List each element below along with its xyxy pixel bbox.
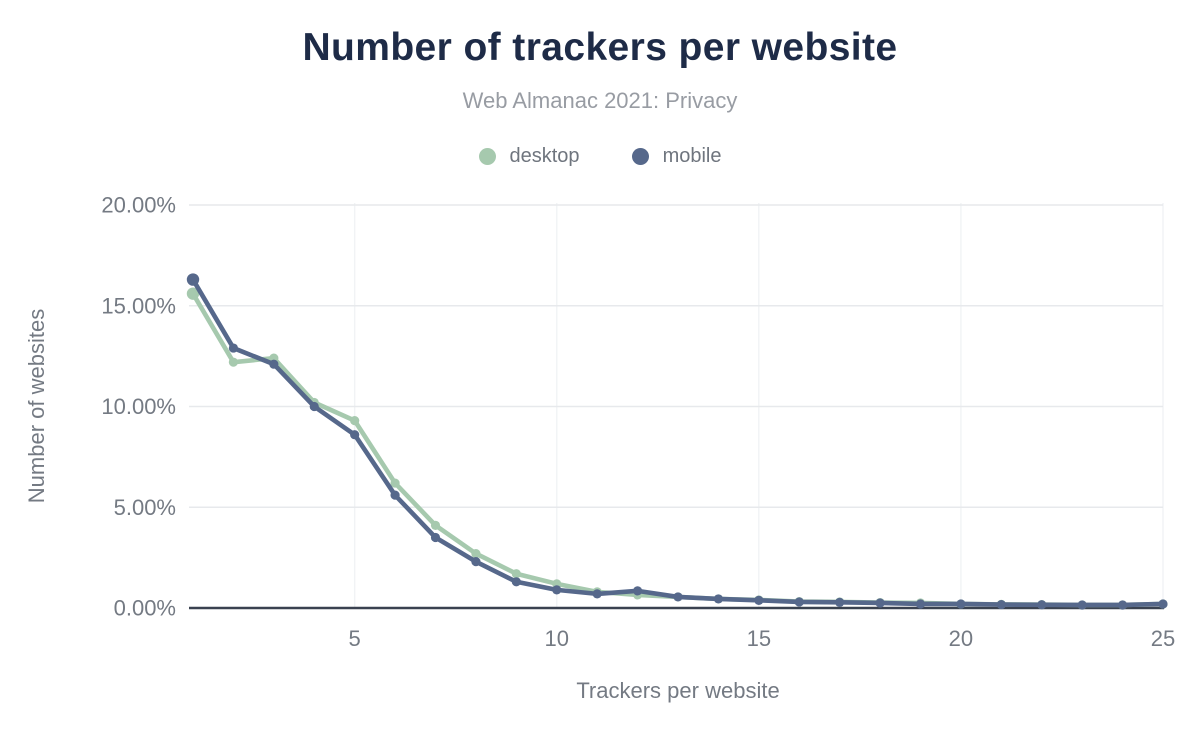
x-tick-label-25: 25 bbox=[1151, 626, 1175, 651]
mobile-point-11[interactable] bbox=[592, 589, 602, 599]
mobile-point-5[interactable] bbox=[350, 430, 360, 440]
mobile-point-10[interactable] bbox=[552, 585, 562, 595]
desktop-point-2[interactable] bbox=[228, 357, 239, 367]
mobile-point-23[interactable] bbox=[1077, 600, 1087, 610]
desktop-point-7[interactable] bbox=[430, 520, 441, 530]
legend: desktop mobile bbox=[0, 145, 1200, 168]
y-tick-label-10.00%: 10.00% bbox=[101, 394, 176, 419]
desktop-point-9[interactable] bbox=[511, 569, 521, 579]
mobile-point-22[interactable] bbox=[1037, 600, 1047, 610]
desktop-point-1[interactable] bbox=[186, 287, 200, 300]
y-tick-label-0.00%: 0.00% bbox=[114, 596, 176, 621]
mobile-point-9[interactable] bbox=[511, 577, 521, 587]
mobile-point-14[interactable] bbox=[713, 594, 724, 604]
chart-title: Number of trackers per website bbox=[302, 26, 898, 69]
mobile-point-12[interactable] bbox=[632, 586, 643, 596]
mobile-point-21[interactable] bbox=[996, 599, 1006, 610]
mobile-point-24[interactable] bbox=[1117, 600, 1128, 610]
legend-label-desktop: desktop bbox=[509, 145, 580, 167]
mobile-point-25[interactable] bbox=[1158, 599, 1168, 609]
mobile-series-dot bbox=[631, 148, 649, 165]
x-tick-label-20: 20 bbox=[949, 626, 973, 651]
mobile-point-20[interactable] bbox=[956, 599, 966, 609]
legend-item-desktop[interactable]: desktop bbox=[478, 145, 580, 168]
mobile-point-18[interactable] bbox=[875, 598, 885, 608]
mobile-point-6[interactable] bbox=[390, 490, 400, 500]
desktop-series-dot bbox=[478, 148, 496, 165]
mobile-point-7[interactable] bbox=[430, 532, 441, 543]
mobile-point-8[interactable] bbox=[471, 557, 481, 567]
legend-item-mobile[interactable]: mobile bbox=[631, 145, 722, 168]
desktop-line bbox=[190, 291, 1166, 608]
x-tick-label-5: 5 bbox=[349, 626, 361, 651]
mobile-point-17[interactable] bbox=[835, 597, 845, 607]
mobile-point-1[interactable] bbox=[186, 273, 200, 286]
mobile-point-3[interactable] bbox=[269, 359, 279, 369]
chart-subtitle: Web Almanac 2021: Privacy bbox=[462, 88, 738, 113]
desktop-point-5[interactable] bbox=[350, 416, 360, 426]
x-axis-title: Trackers per website bbox=[576, 678, 779, 703]
mobile-point-15[interactable] bbox=[754, 595, 764, 605]
mobile-point-13[interactable] bbox=[673, 592, 683, 602]
mobile-point-16[interactable] bbox=[794, 597, 804, 607]
mobile-point-2[interactable] bbox=[228, 343, 239, 353]
mobile-line bbox=[190, 277, 1166, 608]
y-tick-label-15.00%: 15.00% bbox=[101, 293, 176, 318]
desktop-point-6[interactable] bbox=[390, 478, 400, 488]
x-tick-label-10: 10 bbox=[545, 626, 569, 651]
y-tick-label-5.00%: 5.00% bbox=[114, 495, 176, 520]
mobile-point-19[interactable] bbox=[915, 599, 926, 609]
y-axis-title: Number of websites bbox=[24, 309, 49, 503]
x-tick-label-15: 15 bbox=[747, 626, 771, 651]
y-tick-label-20.00%: 20.00% bbox=[101, 193, 176, 218]
mobile-point-4[interactable] bbox=[309, 401, 319, 412]
legend-label-mobile: mobile bbox=[662, 145, 722, 167]
desktop-point-8[interactable] bbox=[471, 548, 481, 559]
